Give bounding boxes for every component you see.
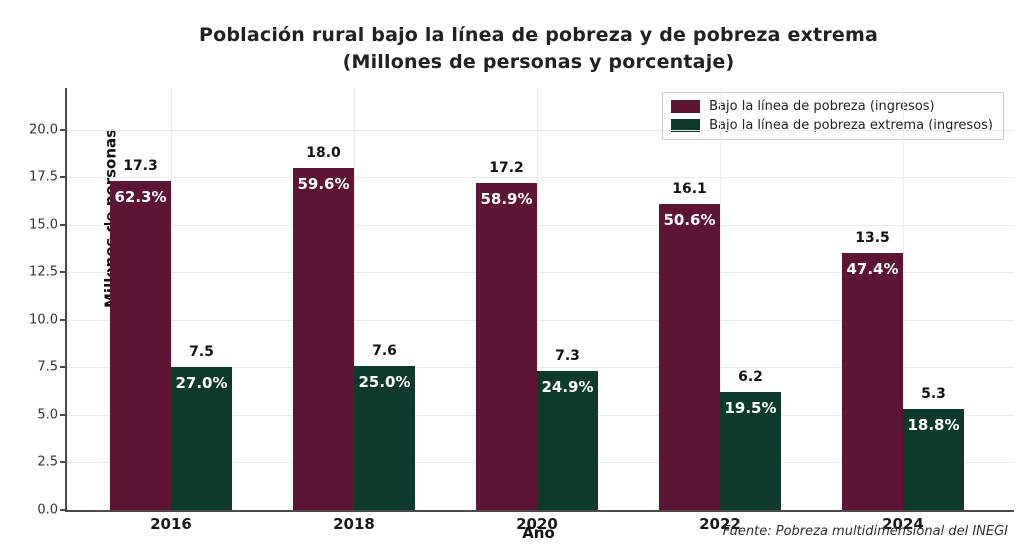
- gridline-horizontal: [67, 272, 1014, 274]
- legend-label: Bajo la línea de pobreza (ingresos): [709, 99, 935, 114]
- y-tick-label: 10.0: [29, 312, 58, 328]
- bar-pct-label: 24.9%: [541, 378, 594, 397]
- gridline-vertical: [903, 88, 904, 510]
- y-tick-label: 20.0: [29, 122, 58, 138]
- gridline-vertical: [171, 88, 172, 510]
- y-tick-label: 2.5: [37, 454, 58, 470]
- gridline-horizontal: [67, 319, 1014, 321]
- gridline-horizontal: [67, 177, 1014, 179]
- legend-row: Bajo la línea de pobreza (ingresos): [671, 99, 993, 114]
- bar-pobreza-extrema-2016: [171, 367, 232, 510]
- y-tick-label: 17.5: [29, 169, 58, 185]
- y-tick-label: 15.0: [29, 217, 58, 233]
- y-tick-mark: [60, 128, 65, 131]
- gridline-horizontal: [67, 224, 1014, 226]
- bar-pobreza-extrema-2024: [903, 409, 964, 510]
- bar-pobreza-2018: [293, 167, 354, 510]
- bar-value-label: 7.6: [372, 342, 397, 359]
- x-tick-label-2022: 2022: [699, 515, 741, 533]
- y-tick-label: 0.0: [37, 502, 58, 518]
- plot-area: Millones de personas Bajo la línea de po…: [29, 88, 1014, 533]
- y-tick-label: 7.5: [37, 359, 58, 375]
- bar-value-label: 16.1: [672, 180, 707, 197]
- bar-value-label: 7.5: [189, 344, 214, 361]
- bar-value-label: 6.2: [738, 369, 763, 386]
- y-tick-mark: [60, 271, 65, 274]
- bar-pct-label: 58.9%: [480, 190, 533, 209]
- legend-row: Bajo la línea de pobreza extrema (ingres…: [671, 118, 993, 133]
- bar-pct-label: 59.6%: [297, 174, 350, 193]
- y-tick-mark: [60, 413, 65, 416]
- gridline-horizontal: [67, 129, 1014, 131]
- bar-pobreza-extrema-2018: [354, 365, 415, 510]
- bar-pct-label: 62.3%: [114, 188, 167, 207]
- bar-value-label: 13.5: [855, 230, 890, 247]
- y-tick-mark: [60, 366, 65, 369]
- gridline-vertical: [720, 88, 721, 510]
- bar-pobreza-2024: [842, 253, 903, 510]
- y-tick-mark: [60, 318, 65, 321]
- x-tick-label-2018: 2018: [333, 515, 375, 533]
- legend-label: Bajo la línea de pobreza extrema (ingres…: [709, 118, 993, 133]
- bar-value-label: 7.3: [555, 348, 580, 365]
- bar-pct-label: 50.6%: [663, 210, 716, 229]
- x-tick-label-2020: 2020: [516, 515, 558, 533]
- bar-pct-label: 25.0%: [358, 372, 411, 391]
- source-note: Fuente: Pobreza multidimensional del INE…: [722, 524, 1008, 539]
- bar-pobreza-extrema-2022: [720, 392, 781, 510]
- bar-pct-label: 27.0%: [175, 374, 228, 393]
- chart-title: Población rural bajo la línea de pobreza…: [198, 24, 879, 73]
- x-tick-label-2016: 2016: [150, 515, 192, 533]
- bar-pct-label: 18.8%: [907, 416, 960, 435]
- bar-pobreza-2022: [659, 203, 720, 510]
- y-tick-label: 5.0: [37, 407, 58, 423]
- y-tick-mark: [60, 176, 65, 179]
- gridline-vertical: [354, 88, 355, 510]
- bar-value-label: 18.0: [306, 144, 341, 161]
- bar-pobreza-2016: [110, 181, 171, 510]
- bar-pct-label: 19.5%: [724, 399, 777, 418]
- bar-pct-label: 47.4%: [846, 260, 899, 279]
- bar-value-label: 17.3: [123, 158, 158, 175]
- bar-value-label: 5.3: [921, 386, 946, 403]
- legend: Bajo la línea de pobreza (ingresos) Bajo …: [662, 92, 1004, 140]
- y-tick-mark: [60, 509, 65, 511]
- bar-pobreza-extrema-2020: [537, 371, 598, 510]
- gridline-vertical: [537, 88, 538, 510]
- bar-value-label: 17.2: [489, 160, 524, 177]
- legend-swatch: [671, 119, 701, 132]
- x-axis-label: Año: [522, 524, 555, 542]
- y-tick-label: 12.5: [29, 264, 58, 280]
- y-tick-mark: [60, 461, 65, 464]
- x-tick-label-2024: 2024: [882, 515, 924, 533]
- bar-pobreza-2020: [476, 183, 537, 510]
- y-tick-mark: [60, 223, 65, 226]
- gridline-horizontal: [67, 367, 1014, 369]
- legend-swatch: [671, 100, 701, 113]
